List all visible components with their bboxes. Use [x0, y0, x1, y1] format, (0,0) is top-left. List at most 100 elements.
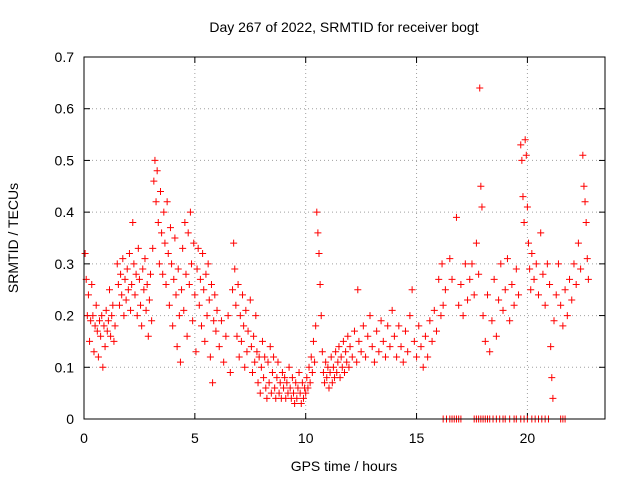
data-point	[424, 353, 432, 361]
data-point	[121, 275, 129, 283]
data-point	[459, 312, 467, 320]
data-point	[191, 291, 199, 299]
data-point	[93, 327, 101, 335]
data-point	[464, 296, 472, 304]
data-point	[561, 286, 569, 294]
data-point	[520, 218, 528, 226]
data-point	[202, 270, 210, 278]
data-point	[297, 399, 305, 407]
data-point	[250, 332, 258, 340]
data-point	[260, 374, 268, 382]
data-point	[237, 337, 245, 345]
data-point	[476, 84, 484, 92]
data-point	[192, 348, 200, 356]
data-point	[488, 317, 496, 325]
data-point	[364, 332, 372, 340]
data-point	[466, 275, 474, 283]
data-point	[114, 281, 122, 289]
data-point	[406, 312, 414, 320]
data-point	[370, 358, 378, 366]
data-point	[188, 260, 196, 268]
data-point	[166, 224, 174, 232]
data-point	[110, 337, 118, 345]
data-point	[325, 384, 333, 392]
data-point	[101, 343, 109, 351]
data-point	[97, 332, 105, 340]
data-point	[518, 156, 526, 164]
data-point	[150, 177, 158, 185]
chart-title: Day 267 of 2022, SRMTID for receiver bog…	[209, 19, 478, 35]
data-point	[327, 353, 335, 361]
data-point	[256, 389, 264, 397]
data-point	[541, 301, 549, 309]
data-point	[334, 358, 342, 366]
data-point	[382, 353, 390, 361]
data-point	[359, 322, 367, 330]
data-point	[295, 368, 303, 376]
data-point	[162, 281, 170, 289]
data-point	[479, 312, 487, 320]
data-point	[267, 389, 275, 397]
data-point	[211, 291, 219, 299]
data-point	[468, 260, 476, 268]
data-point	[103, 327, 111, 335]
data-point	[160, 208, 168, 216]
data-point	[510, 301, 518, 309]
data-point	[384, 322, 392, 330]
data-point	[270, 353, 278, 361]
data-point	[354, 286, 362, 294]
x-tick-label: 10	[298, 430, 314, 446]
data-point	[486, 348, 494, 356]
data-point	[532, 260, 540, 268]
data-point	[119, 255, 127, 263]
data-point	[315, 250, 323, 258]
data-point	[134, 244, 142, 252]
data-point	[439, 301, 447, 309]
data-point	[183, 332, 191, 340]
data-point	[522, 151, 530, 159]
data-point	[395, 322, 403, 330]
data-point	[350, 327, 358, 335]
data-point	[165, 301, 173, 309]
data-point	[281, 374, 289, 382]
data-point	[152, 198, 160, 206]
data-point	[577, 265, 585, 273]
data-point	[140, 286, 148, 294]
data-point	[312, 322, 320, 330]
data-point	[302, 389, 310, 397]
data-point	[217, 317, 225, 325]
data-point	[329, 363, 337, 371]
data-point	[288, 374, 296, 382]
data-point	[117, 270, 125, 278]
x-tick-label: 5	[191, 430, 199, 446]
data-point	[344, 332, 352, 340]
data-point	[231, 265, 239, 273]
data-point	[144, 332, 152, 340]
data-point	[559, 322, 567, 330]
data-point	[554, 260, 562, 268]
data-point	[342, 348, 350, 356]
data-point	[299, 394, 307, 402]
data-point	[430, 306, 438, 314]
data-point	[368, 343, 376, 351]
data-point	[426, 317, 434, 325]
data-point	[526, 265, 534, 273]
data-point	[490, 275, 498, 283]
data-point	[96, 317, 104, 325]
data-point	[428, 337, 436, 345]
data-point	[153, 167, 161, 175]
data-point	[419, 363, 427, 371]
data-point	[196, 275, 204, 283]
data-point	[521, 136, 529, 144]
data-point	[343, 358, 351, 366]
data-point	[276, 379, 284, 387]
data-point	[388, 306, 396, 314]
data-point	[377, 317, 385, 325]
data-point	[224, 312, 232, 320]
data-point	[232, 301, 240, 309]
data-point	[104, 317, 112, 325]
data-point	[362, 353, 370, 361]
data-point	[176, 358, 184, 366]
data-point	[337, 353, 345, 361]
x-tick-label: 20	[520, 430, 536, 446]
